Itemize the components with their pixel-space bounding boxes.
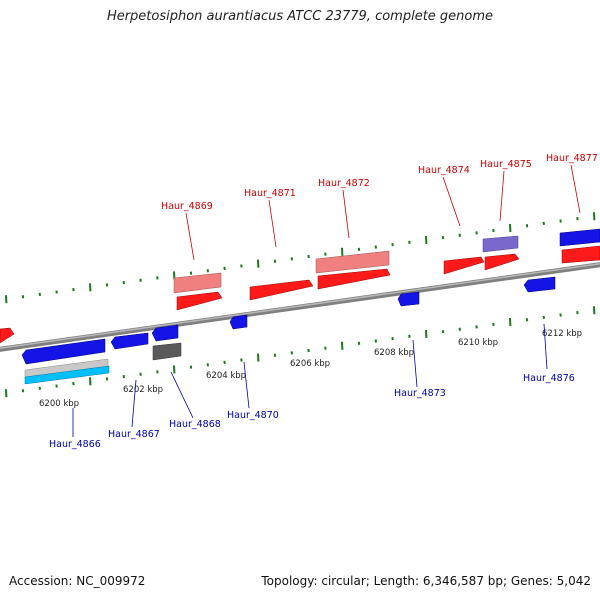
genome-backbone-highlight: [0, 262, 600, 350]
gene-haur-4873[interactable]: [397, 291, 420, 307]
map-title: Herpetosiphon aurantiacus ATCC 23779, co…: [106, 9, 494, 24]
reverse-gene-labels: Haur_4866 Haur_4867 Haur_4868 Haur_4870 …: [49, 373, 575, 450]
gene-haur-4877[interactable]: [561, 245, 600, 264]
gene-label[interactable]: Haur_4872: [318, 178, 370, 189]
gene-label[interactable]: Haur_4875: [480, 159, 532, 170]
scale-label: 6200 kbp: [39, 399, 79, 409]
scale-label: 6206 kbp: [290, 359, 330, 369]
gene-label[interactable]: Haur_4873: [394, 388, 446, 399]
reverse-genes: [21, 276, 556, 385]
gene-haur-4872[interactable]: [317, 268, 391, 290]
feature-box-gray[interactable]: [152, 342, 182, 361]
gene-label[interactable]: Haur_4867: [108, 429, 160, 440]
scale-label: 6208 kbp: [374, 348, 414, 358]
gene-label[interactable]: Haur_4870: [227, 410, 279, 421]
scale-label: 6210 kbp: [458, 338, 498, 348]
feature-box-pink[interactable]: [315, 250, 390, 274]
gene-haur-4871[interactable]: [249, 279, 314, 301]
scale-label: 6202 kbp: [123, 385, 163, 395]
gene-label[interactable]: Haur_4876: [523, 373, 575, 384]
gene-haur-4874[interactable]: [443, 256, 485, 275]
gene-label[interactable]: Haur_4868: [169, 419, 221, 430]
feature-box-pink[interactable]: [173, 272, 222, 294]
gene-label[interactable]: Haur_4866: [49, 439, 101, 450]
gene-haur-4866[interactable]: [21, 338, 106, 365]
gene-left-edge[interactable]: [0, 327, 15, 344]
scale-label: 6212 kbp: [542, 329, 582, 339]
gene-label[interactable]: Haur_4877: [546, 153, 598, 164]
scale-labels: 6200 kbp 6202 kbp 6204 kbp 6206 kbp 6208…: [39, 329, 582, 409]
label-leaders: [72, 164, 581, 437]
gene-haur-4870[interactable]: [229, 314, 248, 330]
gene-label[interactable]: Haur_4871: [244, 188, 296, 199]
feature-box-blue[interactable]: [559, 228, 600, 247]
feature-box-purple[interactable]: [482, 235, 519, 253]
forward-gene-labels: Haur_4869 Haur_4871 Haur_4872 Haur_4874 …: [161, 153, 598, 212]
gene-label[interactable]: Haur_4874: [418, 165, 470, 176]
gene-haur-4875[interactable]: [484, 253, 520, 271]
inner-tick-ruler: [5, 306, 596, 398]
gene-haur-4868[interactable]: [151, 324, 179, 342]
gene-haur-4867[interactable]: [110, 332, 149, 350]
genome-backbone: [0, 262, 600, 352]
accession-text: Accession: NC_009972: [9, 574, 146, 588]
gene-label[interactable]: Haur_4869: [161, 201, 213, 212]
feature-box-cyan[interactable]: [24, 365, 110, 385]
genome-summary-text: Topology: circular; Length: 6,346,587 bp…: [261, 574, 591, 588]
scale-label: 6204 kbp: [206, 371, 246, 381]
gene-haur-4876[interactable]: [523, 276, 556, 293]
forward-genes: [0, 228, 600, 344]
gene-haur-4869[interactable]: [176, 291, 223, 311]
